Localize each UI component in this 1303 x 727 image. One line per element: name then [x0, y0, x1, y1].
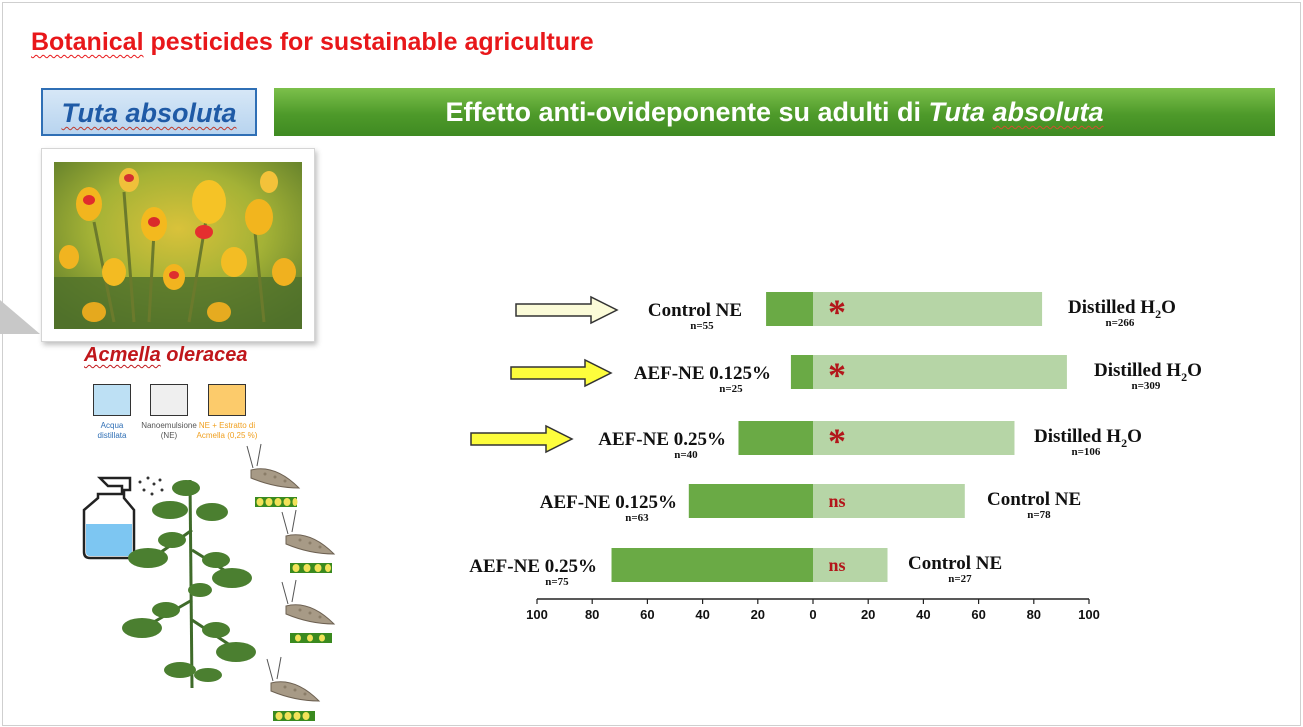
- significance-marker-3: ns: [828, 491, 845, 511]
- left-label-3: AEF-NE 0.125%: [540, 492, 677, 513]
- significance-marker-2: *: [828, 421, 846, 461]
- section-banner: Effetto anti-ovideponente su adulti di T…: [274, 88, 1275, 136]
- bar-left-3: [688, 484, 813, 518]
- legend-label-ne-line1: Nanoemulsione: [141, 421, 197, 430]
- moth-with-eggs-icon-4: [266, 656, 321, 721]
- x-tick-label-9: 80: [1027, 607, 1041, 622]
- legend-label-ne: Nanoemulsione (NE): [129, 421, 209, 441]
- x-tick-label-2: 60: [640, 607, 654, 622]
- left-n-3: n=63: [625, 512, 649, 524]
- bar-right-2: [813, 421, 1015, 455]
- plant-photo: [41, 148, 315, 342]
- slide-title-part2: pesticides for sustainable agriculture: [143, 28, 594, 56]
- species-label-box: Tuta absoluta: [41, 88, 257, 136]
- slide-title: Botanical pesticides for sustainable agr…: [31, 28, 594, 57]
- chart-bars: [611, 292, 1067, 582]
- significance-marker-0: *: [828, 292, 846, 332]
- decorative-shadow: [0, 300, 40, 334]
- moth-with-eggs-icon-1: [246, 443, 301, 507]
- significance-marker-1: *: [828, 355, 846, 395]
- legend-label-ne-extract: NE + Estratto di Acmella (0,25 %): [187, 421, 267, 441]
- right-label-3: Control NE: [987, 489, 1081, 510]
- x-tick-label-0: 100: [526, 607, 548, 622]
- right-n-2: n=106: [1072, 446, 1101, 458]
- right-n-0: n=266: [1106, 317, 1135, 329]
- legend-label-ne-extract-line1: NE + Estratto di: [198, 421, 256, 430]
- left-n-4: n=75: [545, 576, 569, 588]
- bar-right-0: [813, 292, 1043, 326]
- x-tick-label-4: 20: [751, 607, 765, 622]
- bar-left-2: [738, 421, 813, 455]
- bar-left-4: [611, 548, 813, 582]
- bar-right-1: [813, 355, 1067, 389]
- legend-label-water-line1: Acqua: [100, 421, 124, 430]
- slide-title-part1: Botanical: [31, 28, 144, 56]
- right-n-1: n=309: [1132, 380, 1161, 392]
- bar-right-3: [813, 484, 965, 518]
- left-n-0: n=55: [690, 320, 714, 332]
- x-tick-label-10: 100: [1078, 607, 1100, 622]
- x-tick-label-5: 0: [809, 607, 816, 622]
- banner-text: Effetto anti-ovideponente su adulti di: [445, 97, 929, 127]
- plant-name-genus: Acmella: [84, 344, 161, 366]
- tomato-plant-illustration: [122, 479, 256, 689]
- left-label-2: AEF-NE 0.25%: [598, 429, 726, 450]
- bar-right-4: [813, 548, 888, 582]
- left-label-4: AEF-NE 0.25%: [469, 556, 597, 577]
- x-tick-label-8: 60: [971, 607, 985, 622]
- right-label-1: Distilled H2O: [1094, 360, 1202, 384]
- plant-name: Acmella oleracea: [84, 344, 247, 367]
- highlight-arrow-2: [470, 424, 574, 454]
- right-label-2: Distilled H2O: [1034, 426, 1142, 450]
- species-label: Tuta absoluta: [61, 98, 237, 128]
- plant-name-species: oleracea: [160, 344, 248, 366]
- right-n-4: n=27: [948, 573, 972, 585]
- right-label-4: Control NE: [908, 553, 1002, 574]
- legend-label-ne-extract-line2: Acmella (0,25 %): [196, 431, 258, 440]
- x-tick-label-1: 80: [585, 607, 599, 622]
- legend-swatch-water: [93, 384, 131, 416]
- legend-label-ne-line2: (NE): [160, 431, 178, 440]
- legend-label-water-line2: distillata: [97, 431, 127, 440]
- highlight-arrow-0: [515, 295, 619, 325]
- left-n-2: n=40: [674, 449, 698, 461]
- right-label-0: Distilled H2O: [1068, 297, 1176, 321]
- significance-marker-4: ns: [828, 555, 845, 575]
- highlight-arrow-1: [510, 358, 613, 388]
- legend-label-water: Acqua distillata: [72, 421, 152, 441]
- moth-with-eggs-icon-3: [281, 579, 336, 643]
- left-label-0: Control NE: [648, 300, 742, 321]
- legend-swatch-ne: [150, 384, 188, 416]
- left-n-1: n=25: [719, 383, 743, 395]
- x-tick-label-7: 40: [916, 607, 930, 622]
- x-tick-label-6: 20: [861, 607, 875, 622]
- banner-species: Tuta absoluta: [928, 97, 1103, 127]
- banner-species-genus: Tuta: [928, 97, 985, 127]
- chart-arrows: [470, 295, 619, 454]
- left-label-1: AEF-NE 0.125%: [634, 363, 771, 384]
- flower-photo-illustration: [54, 162, 302, 329]
- legend-swatch-ne-extract: [208, 384, 246, 416]
- bar-left-1: [790, 355, 813, 389]
- moth-with-eggs-icon-2: [281, 509, 336, 573]
- bar-left-0: [766, 292, 813, 326]
- banner-species-epithet: absoluta: [992, 97, 1104, 127]
- x-tick-label-3: 40: [695, 607, 709, 622]
- chart-x-axis: 100 80 60 40 20 0 20 40 60 80 100: [526, 598, 1100, 622]
- right-n-3: n=78: [1027, 509, 1051, 521]
